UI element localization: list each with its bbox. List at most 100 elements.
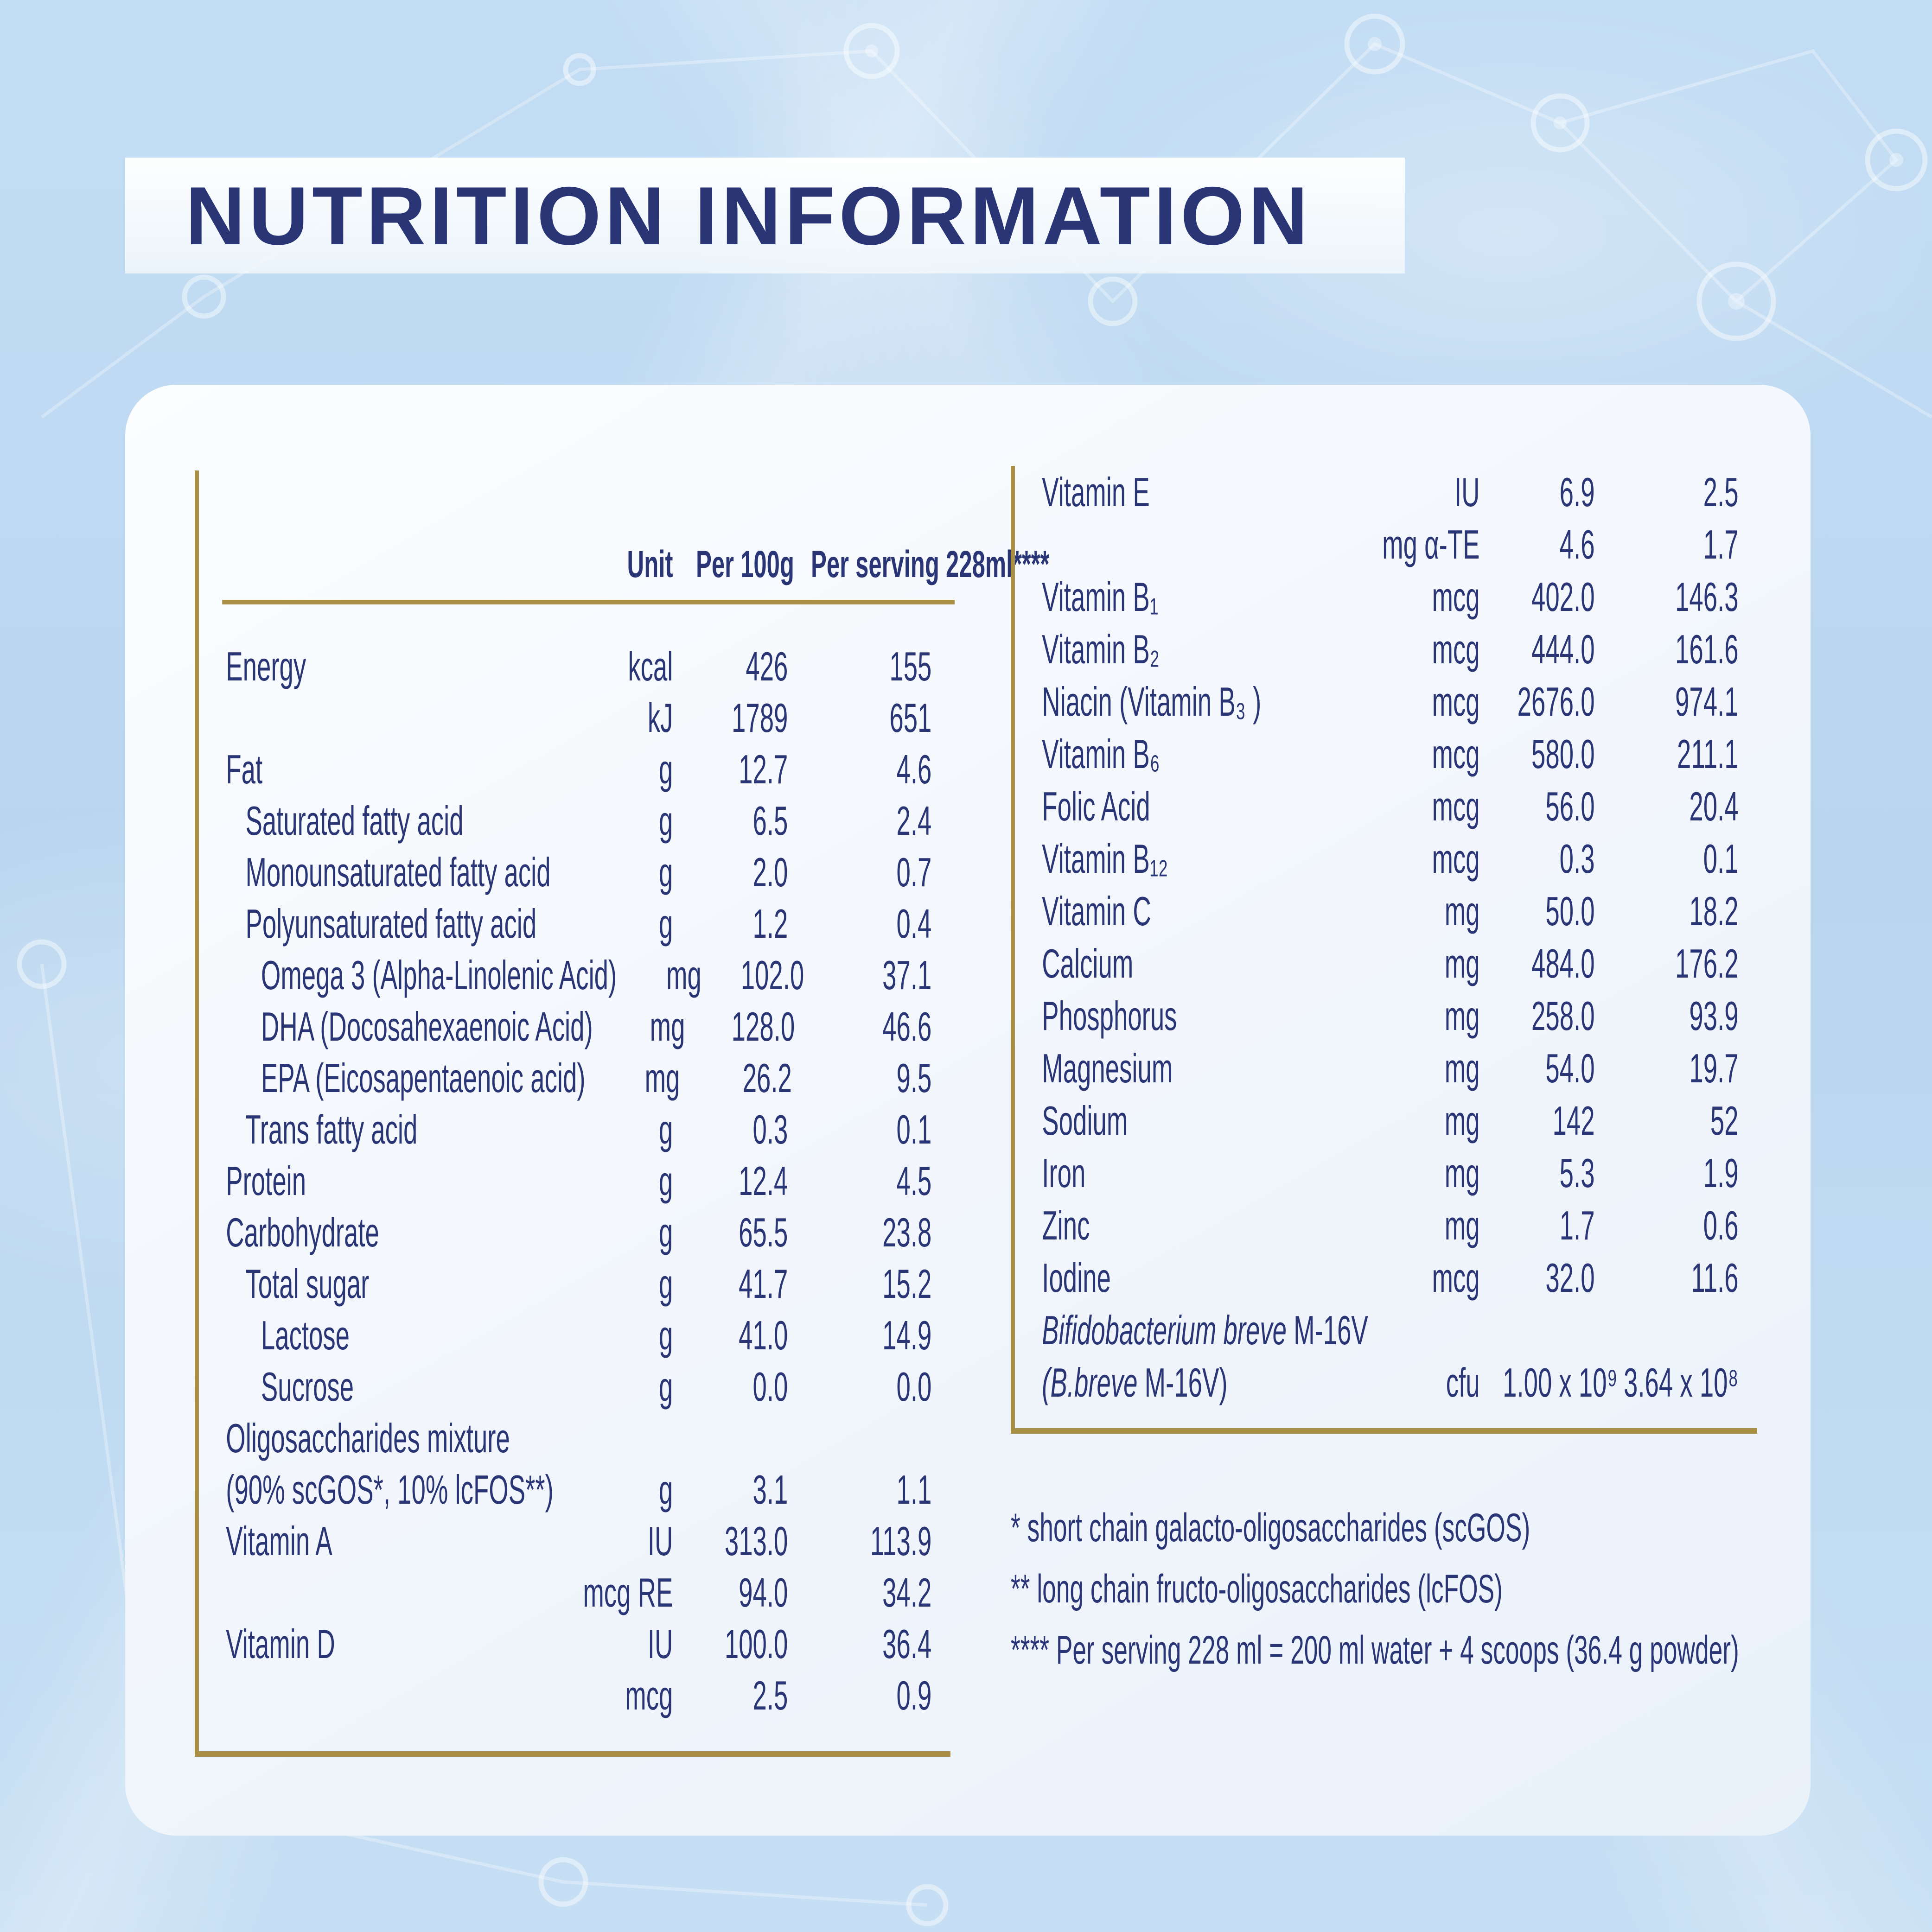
probiotic-abbrev: (B.breve M-16V) — [1015, 1359, 1382, 1406]
per-100g-cell: 54.0 — [1545, 1045, 1595, 1091]
unit-cell: IU — [647, 1518, 673, 1564]
table-row: Sucrose g 0.0 0.0 — [199, 1361, 955, 1412]
per-100g-cell: 3.1 — [752, 1466, 788, 1513]
header-divider — [222, 600, 955, 604]
per-100g-cell: 402.0 — [1531, 573, 1595, 620]
per-serving-cell: 3.64 x 10⁸ — [1624, 1359, 1739, 1405]
nutrient-label: Sodium — [1042, 1097, 1128, 1144]
table-row: mcg 2.5 0.9 — [199, 1670, 955, 1721]
table-row: (B.breve M-16V) cfu 1.00 x 10⁹ 3.64 x 10⁸ — [1015, 1356, 1761, 1409]
unit-cell: mcg RE — [583, 1569, 673, 1615]
nutrient-label: Niacin (Vitamin B₃ ) — [1042, 678, 1262, 724]
per-serving-cell: 211.1 — [1677, 731, 1739, 777]
unit-cell: mg — [1444, 1150, 1480, 1196]
footnote: * short chain galacto-oligosaccharides (… — [1011, 1505, 1530, 1550]
table-row: mg α-TE 4.6 1.7 — [1015, 518, 1761, 571]
table-row: Saturated fatty acid g 6.5 2.4 — [199, 795, 955, 846]
unit-cell: mg α-TE — [1382, 521, 1480, 567]
per-serving-cell: 0.1 — [1703, 835, 1739, 882]
unit-cell: mg — [1444, 1202, 1480, 1248]
header-per-serving: Per serving 228ml**** — [810, 543, 1050, 585]
table-row: mcg RE 94.0 34.2 — [199, 1567, 955, 1618]
unit-cell: IU — [647, 1621, 673, 1667]
table-row: Monounsaturated fatty acid g 2.0 0.7 — [199, 846, 955, 898]
nutrient-label: Iron — [1042, 1150, 1086, 1196]
per-serving-cell: 0.0 — [896, 1363, 932, 1410]
table-row: Vitamin E IU 6.9 2.5 — [1015, 466, 1761, 518]
table-row: Calcium mg 484.0 176.2 — [1015, 937, 1761, 990]
unit-cell: mg — [1444, 992, 1480, 1039]
page-title: NUTRITION INFORMATION — [185, 169, 1312, 262]
per-serving-cell: 4.6 — [896, 746, 932, 792]
per-100g-cell: 12.7 — [739, 746, 788, 792]
per-serving-cell: 14.9 — [882, 1312, 932, 1358]
per-100g-cell: 484.0 — [1531, 940, 1595, 986]
per-serving-cell: 15.2 — [882, 1260, 932, 1307]
per-serving-cell: 113.9 — [870, 1518, 932, 1564]
per-100g-cell: 6.9 — [1559, 469, 1595, 515]
per-serving-cell: 1.7 — [1703, 521, 1739, 567]
unit-cell: IU — [1454, 469, 1480, 515]
table-row: Niacin (Vitamin B₃ ) mcg 2676.0 974.1 — [1015, 675, 1761, 728]
per-serving-cell: 9.5 — [896, 1055, 932, 1101]
unit-cell: mg — [1444, 888, 1480, 934]
footnote: **** Per serving 228 ml = 200 ml water +… — [1011, 1627, 1739, 1672]
table-row: Vitamin D IU 100.0 36.4 — [199, 1618, 955, 1670]
table-row: Polyunsaturated fatty acid g 1.2 0.4 — [199, 898, 955, 949]
table-row: Total sugar g 41.7 15.2 — [199, 1258, 955, 1309]
table-row: Vitamin B₆ mcg 580.0 211.1 — [1015, 728, 1761, 780]
unit-cell: mcg — [625, 1672, 673, 1718]
table-row: Fat g 12.7 4.6 — [199, 744, 955, 795]
nutrient-label: Total sugar — [245, 1260, 370, 1307]
per-100g-cell: 313.0 — [724, 1518, 788, 1564]
per-100g-cell: 4.6 — [1559, 521, 1595, 567]
unit-cell: mcg — [1432, 1254, 1480, 1301]
per-serving-cell: 2.4 — [896, 797, 932, 844]
table-row: EPA (Eicosapentaenoic acid) mg 26.2 9.5 — [199, 1052, 955, 1104]
table-row: Energy kcal 426 155 — [199, 641, 955, 692]
nutrient-label: Vitamin B₂ — [1042, 626, 1160, 672]
per-100g-cell: 426 — [746, 643, 788, 689]
nutrition-card: Unit Per 100g Per serving 228ml**** Ener… — [125, 385, 1811, 1836]
per-serving-cell: 161.6 — [1675, 626, 1739, 672]
unit-cell: g — [659, 746, 673, 792]
table-row: Folic Acid mcg 56.0 20.4 — [1015, 780, 1761, 833]
unit-cell: mg — [644, 1055, 680, 1101]
table-row: Omega 3 (Alpha-Linolenic Acid) mg 102.0 37.… — [199, 949, 955, 1001]
per-100g-cell: 142 — [1552, 1097, 1595, 1144]
per-100g-cell: 2676.0 — [1517, 678, 1595, 724]
per-serving-cell: 0.4 — [896, 900, 932, 947]
per-100g-cell: 26.2 — [742, 1055, 792, 1101]
per-100g-cell: 32.0 — [1545, 1254, 1595, 1301]
per-serving-cell: 20.4 — [1689, 783, 1739, 829]
per-serving-cell: 1.1 — [896, 1466, 932, 1513]
per-100g-cell: 128.0 — [731, 1003, 795, 1049]
per-100g-cell: 0.0 — [752, 1363, 788, 1410]
per-serving-cell: 4.5 — [896, 1157, 932, 1204]
table-row: DHA (Docosahexaenoic Acid) mg 128.0 46.6 — [199, 1001, 955, 1052]
per-100g-cell: 65.5 — [739, 1209, 788, 1255]
unit-cell: g — [659, 797, 673, 844]
nutrient-label: Calcium — [1042, 940, 1134, 986]
nutrient-label: Fat — [226, 746, 263, 792]
table-row: Magnesium mg 54.0 19.7 — [1015, 1042, 1761, 1094]
per-serving-cell: 2.5 — [1703, 469, 1739, 515]
table-row: kJ 1789 651 — [199, 692, 955, 744]
unit-cell: kcal — [628, 643, 673, 689]
table-row: (90% scGOS*, 10% lcFOS**) g 3.1 1.1 — [199, 1464, 955, 1515]
per-100g-cell: 444.0 — [1531, 626, 1595, 672]
per-serving-cell: 651 — [889, 694, 932, 741]
nutrient-label: Phosphorus — [1042, 992, 1177, 1039]
unit-cell: g — [659, 1106, 673, 1152]
nutrient-label: Vitamin D — [226, 1621, 335, 1667]
nutrient-label: Vitamin A — [226, 1518, 332, 1564]
footnotes: * short chain galacto-oligosaccharides (… — [1011, 1497, 1757, 1681]
nutrient-label-line2: (90% scGOS*, 10% lcFOS**) — [226, 1466, 554, 1513]
table-row: Carbohydrate g 65.5 23.8 — [199, 1207, 955, 1258]
unit-cell: mcg — [1432, 573, 1480, 620]
unit-cell: g — [659, 849, 673, 895]
per-100g-cell: 5.3 — [1559, 1150, 1595, 1196]
nutrient-label: Monounsaturated fatty acid — [245, 849, 551, 895]
nutrient-label: EPA (Eicosapentaenoic acid) — [261, 1055, 586, 1101]
per-serving-cell: 0.7 — [896, 849, 932, 895]
